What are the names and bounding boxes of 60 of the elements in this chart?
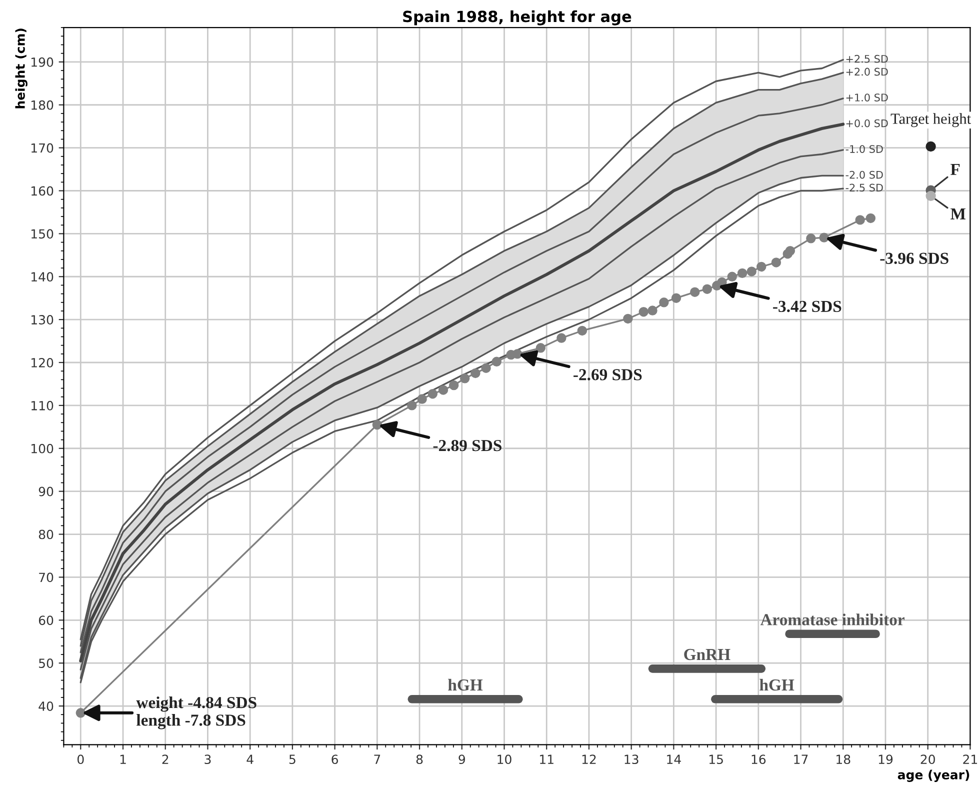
annotation: -3.96 SDS xyxy=(880,252,948,264)
x-tick-label: 11 xyxy=(540,754,554,764)
x-axis-title: age (year) xyxy=(898,770,970,782)
series-label: +1.0 SD xyxy=(846,94,888,102)
x-tick-label: 7 xyxy=(374,754,380,764)
series-label: -2.5 SD xyxy=(846,184,883,192)
x-tick-label: 6 xyxy=(332,754,338,764)
y-tick-label: 180 xyxy=(31,100,54,110)
x-tick-label: 13 xyxy=(624,754,638,764)
y-tick-label: 130 xyxy=(31,315,54,324)
x-tick-label: 1 xyxy=(120,754,126,764)
series-label: GnRH xyxy=(684,648,730,660)
x-tick-label: 8 xyxy=(416,754,423,764)
y-tick-label: 110 xyxy=(31,400,54,410)
x-tick-label: 2 xyxy=(162,754,168,764)
y-tick-label: 140 xyxy=(31,272,54,282)
x-tick-label: 12 xyxy=(582,754,596,764)
x-tick-label: 3 xyxy=(204,754,211,764)
annotation: -2.89 SDS xyxy=(433,440,502,452)
y-tick-label: 40 xyxy=(38,701,54,711)
y-tick-label: 70 xyxy=(39,572,54,582)
annotation: -2.69 SDS xyxy=(574,369,642,380)
y-tick-label: 100 xyxy=(31,444,54,454)
y-tick-label: 80 xyxy=(38,530,54,540)
series-label: F xyxy=(950,164,960,175)
x-tick-label: 18 xyxy=(836,754,850,764)
y-tick-label: 60 xyxy=(38,616,54,626)
x-tick-label: 4 xyxy=(246,754,254,764)
x-tick-label: 0 xyxy=(77,754,84,764)
x-tick-label: 15 xyxy=(709,754,723,764)
annotation: -3.42 SDS xyxy=(773,300,842,312)
x-tick-label: 20 xyxy=(920,754,935,764)
x-tick-label: 21 xyxy=(963,754,977,764)
series-label: -2.0 SD xyxy=(846,170,883,179)
y-tick-label: 190 xyxy=(31,57,54,67)
x-tick-label: 10 xyxy=(498,754,512,764)
y-tick-label: 50 xyxy=(39,658,54,668)
y-tick-label: 120 xyxy=(31,358,54,368)
x-tick-label: 14 xyxy=(667,754,681,764)
series-label: +2.5 SD xyxy=(846,54,888,63)
series-label: hGH xyxy=(448,678,483,691)
y-tick-label: 90 xyxy=(38,486,54,496)
series-label: Aromatase inhibitor xyxy=(760,614,904,626)
x-tick-label: 5 xyxy=(289,754,296,764)
y-tick-label: 170 xyxy=(31,143,54,153)
series-label: M xyxy=(950,208,966,220)
series-label: +2.0 SD xyxy=(846,68,888,76)
series-label: Target height xyxy=(890,113,971,128)
y-axis-title: height (cm) xyxy=(15,28,28,108)
x-tick-label: 16 xyxy=(752,754,766,764)
y-tick-label: 150 xyxy=(31,229,54,239)
chart-title: Spain 1988, height for age xyxy=(403,10,632,26)
x-tick-label: 19 xyxy=(878,754,893,764)
series-label: +0.0 SD xyxy=(846,119,888,128)
series-label: hGH xyxy=(760,678,794,691)
x-tick-label: 9 xyxy=(458,754,465,764)
y-tick-label: 160 xyxy=(31,186,54,196)
series-label: -1.0 SD xyxy=(846,145,883,153)
x-tick-label: 17 xyxy=(794,754,808,764)
annotation: weight -4.84 SDS length -7.8 SDS xyxy=(136,696,256,730)
